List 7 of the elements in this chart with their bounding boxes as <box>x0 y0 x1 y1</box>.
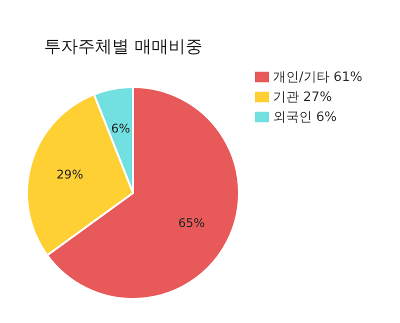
data-label: 29% <box>56 168 84 182</box>
data-label: 6% <box>111 121 130 136</box>
legend-label: 기관 27% <box>273 90 332 105</box>
data-label: 65% <box>178 216 205 230</box>
legend-label: 외국인 6% <box>273 110 337 125</box>
legend-label: 개인/기타 61% <box>273 70 362 85</box>
chart-title: 투자주체별 매매비중 <box>44 36 202 58</box>
